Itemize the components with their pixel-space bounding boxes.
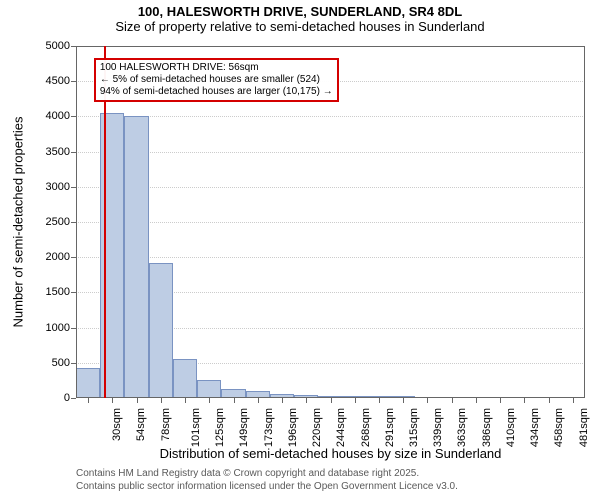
x-tick-mark <box>403 398 404 403</box>
y-tick-label: 2500 <box>46 216 70 228</box>
y-tick-label: 3500 <box>46 146 70 158</box>
x-tick-label: 481sqm <box>578 408 590 447</box>
y-tick-label: 4500 <box>46 75 70 87</box>
x-tick-label: 268sqm <box>360 408 372 447</box>
x-tick-label: 54sqm <box>135 408 147 441</box>
footer-line1: Contains HM Land Registry data © Crown c… <box>76 468 458 481</box>
x-tick-label: 339sqm <box>432 408 444 447</box>
title-line2: Size of property relative to semi-detach… <box>0 19 600 34</box>
x-tick-label: 363sqm <box>457 408 469 447</box>
chart-area: 0500100015002000250030003500400045005000… <box>76 46 585 398</box>
x-tick-mark <box>476 398 477 403</box>
x-tick-mark <box>258 398 259 403</box>
callout-line2: ← 5% of semi-detached houses are smaller… <box>100 74 333 86</box>
y-tick-label: 3000 <box>46 181 70 193</box>
callout-line1: 100 HALESWORTH DRIVE: 56sqm <box>100 62 333 74</box>
x-tick-label: 149sqm <box>238 408 250 447</box>
y-tick-label: 5000 <box>46 40 70 52</box>
x-tick-label: 434sqm <box>529 408 541 447</box>
x-tick-label: 458sqm <box>554 408 566 447</box>
x-tick-mark <box>234 398 235 403</box>
x-tick-mark <box>355 398 356 403</box>
callout-line3: 94% of semi-detached houses are larger (… <box>100 86 333 98</box>
x-tick-label: 220sqm <box>311 408 323 447</box>
x-tick-mark <box>306 398 307 403</box>
footer-line2: Contains public sector information licen… <box>76 481 458 494</box>
x-tick-mark <box>500 398 501 403</box>
x-tick-mark <box>379 398 380 403</box>
x-tick-mark <box>161 398 162 403</box>
x-tick-mark <box>137 398 138 403</box>
x-tick-label: 386sqm <box>481 408 493 447</box>
y-tick-label: 500 <box>52 357 70 369</box>
x-tick-mark <box>452 398 453 403</box>
x-tick-mark <box>112 398 113 403</box>
x-tick-label: 30sqm <box>111 408 123 441</box>
x-tick-mark <box>88 398 89 403</box>
x-tick-label: 101sqm <box>190 408 202 447</box>
x-tick-mark <box>185 398 186 403</box>
x-tick-label: 173sqm <box>263 408 275 447</box>
x-tick-label: 315sqm <box>408 408 420 447</box>
x-tick-mark <box>331 398 332 403</box>
y-tick-label: 2000 <box>46 251 70 263</box>
footer-text: Contains HM Land Registry data © Crown c… <box>76 468 458 493</box>
x-tick-label: 410sqm <box>505 408 517 447</box>
title-line1: 100, HALESWORTH DRIVE, SUNDERLAND, SR4 8… <box>0 0 600 19</box>
x-tick-label: 196sqm <box>287 408 299 447</box>
x-tick-label: 78sqm <box>160 408 172 441</box>
y-tick-mark <box>71 398 76 399</box>
x-axis-label: Distribution of semi-detached houses by … <box>160 446 502 461</box>
y-tick-label: 1000 <box>46 322 70 334</box>
chart-container: 100, HALESWORTH DRIVE, SUNDERLAND, SR4 8… <box>0 0 600 500</box>
x-tick-label: 244sqm <box>335 408 347 447</box>
y-tick-label: 0 <box>64 392 70 404</box>
y-tick-label: 1500 <box>46 286 70 298</box>
x-tick-mark <box>549 398 550 403</box>
y-tick-label: 4000 <box>46 110 70 122</box>
x-tick-mark <box>524 398 525 403</box>
x-tick-mark <box>427 398 428 403</box>
x-tick-mark <box>573 398 574 403</box>
y-axis-label: Number of semi-detached properties <box>11 117 26 328</box>
callout-box: 100 HALESWORTH DRIVE: 56sqm← 5% of semi-… <box>94 58 339 101</box>
x-tick-mark <box>209 398 210 403</box>
x-tick-mark <box>282 398 283 403</box>
x-tick-label: 125sqm <box>214 408 226 447</box>
x-tick-label: 291sqm <box>384 408 396 447</box>
